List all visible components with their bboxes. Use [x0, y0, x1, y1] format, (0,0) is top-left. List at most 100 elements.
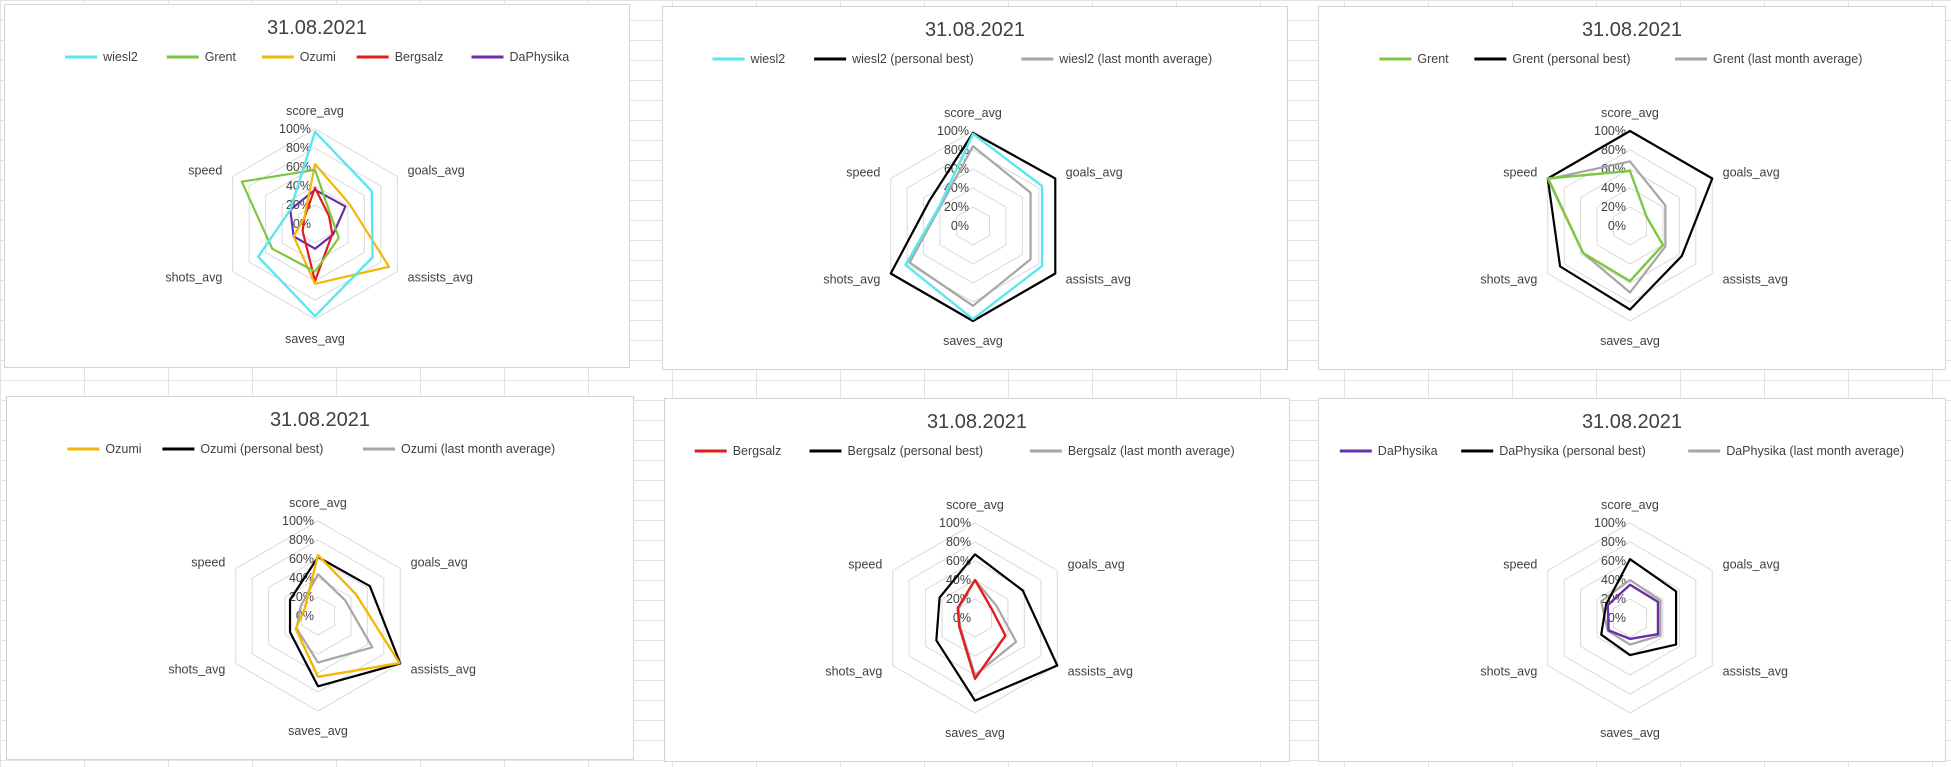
legend-label: Grent (personal best) — [1512, 52, 1630, 66]
legend-label: wiesl2 (personal best) — [851, 52, 974, 66]
tick-label: 0% — [951, 219, 969, 233]
legend-item-grent: Grent — [1379, 52, 1449, 66]
axis-label-goals-avg: goals_avg — [411, 556, 468, 570]
tick-label: 100% — [937, 124, 969, 138]
series-line-bergsalz — [956, 578, 1007, 680]
axis-label-saves-avg: saves_avg — [943, 334, 1003, 348]
tick-label: 0% — [953, 611, 971, 625]
grid-ring — [941, 579, 1009, 657]
legend-item-bergsalz: Bergsalz — [356, 50, 444, 64]
grid-ring — [1547, 522, 1713, 714]
series-line-ozumi — [292, 163, 391, 285]
series-line-ozumi-last-month-average — [295, 573, 374, 664]
chart-title: 31.08.2021 — [1582, 411, 1682, 433]
axis-label-assists-avg: assists_avg — [408, 271, 473, 285]
legend-item-ozumi-last-month-average: Ozumi (last month average) — [363, 442, 555, 456]
grid-ring — [923, 168, 1023, 284]
axis-label-saves-avg: saves_avg — [1600, 726, 1660, 740]
legend-label: Grent (last month average) — [1713, 52, 1862, 66]
axis-label-shots-avg: shots_avg — [168, 663, 225, 677]
legend-item-ozumi: Ozumi — [67, 442, 142, 456]
grid-ring — [235, 520, 401, 712]
grid-ring — [925, 560, 1025, 676]
axis-label-shots-avg: shots_avg — [165, 271, 222, 285]
grid-ring — [906, 149, 1040, 303]
tick-label: 60% — [1601, 554, 1626, 568]
tick-label: 100% — [1594, 124, 1626, 138]
axis-label-speed: speed — [1503, 166, 1537, 180]
grid-ring — [251, 539, 385, 693]
chart-title: 31.08.2021 — [1582, 19, 1682, 41]
grid-ring — [284, 577, 352, 655]
legend-item-ozumi-personal-best: Ozumi (personal best) — [162, 442, 323, 456]
series-line-daphysika — [1606, 583, 1660, 641]
tick-label: 100% — [939, 516, 971, 530]
radar-chart-daphysika: 31.08.2021 DaPhysika DaPhysika (personal b… — [1318, 398, 1946, 762]
axis-label-assists-avg: assists_avg — [1066, 273, 1131, 287]
tick-label: 80% — [946, 535, 971, 549]
axis-label-speed: speed — [1503, 558, 1537, 572]
axis-label-score-avg: score_avg — [286, 104, 344, 118]
grid-ring — [956, 206, 990, 246]
series-line-grent — [240, 168, 340, 273]
axis-label-saves-avg: saves_avg — [1600, 334, 1660, 348]
tick-label: 80% — [1601, 535, 1626, 549]
legend-label: Bergsalz — [395, 50, 444, 64]
chart-title: 31.08.2021 — [927, 411, 1027, 433]
tick-label: 80% — [286, 141, 311, 155]
grid-ring — [232, 128, 398, 320]
legend-label: Grent — [1417, 52, 1449, 66]
axis-label-goals-avg: goals_avg — [1723, 558, 1780, 572]
grid-ring — [908, 541, 1042, 695]
axis-label-assists-avg: assists_avg — [411, 663, 476, 677]
series-line-daphysika-personal-best — [1600, 558, 1678, 657]
axis-label-assists-avg: assists_avg — [1068, 665, 1133, 679]
legend-label: Ozumi — [105, 442, 141, 456]
legend-item-daphysika-personal-best: DaPhysika (personal best) — [1461, 444, 1646, 458]
legend-label: wiesl2 — [750, 52, 786, 66]
chart-title: 31.08.2021 — [925, 19, 1025, 41]
axis-label-shots-avg: shots_avg — [1480, 273, 1537, 287]
radar-chart-svg: 31.08.2021 Ozumi Ozumi (personal best) Ozum… — [67, 409, 555, 738]
legend-item-wiesl2: wiesl2 — [712, 52, 786, 66]
tick-label: 80% — [1601, 143, 1626, 157]
radar-chart-svg: 31.08.2021 Grent Grent (personal best) Gren… — [1379, 19, 1862, 348]
legend-label: DaPhysika — [1378, 444, 1438, 458]
grid-ring — [892, 522, 1058, 714]
chart-title: 31.08.2021 — [267, 17, 367, 39]
axis-label-speed: speed — [846, 166, 880, 180]
radar-chart-wiesl2: 31.08.2021 wiesl2 wiesl2 (personal best) wi… — [662, 6, 1288, 370]
axis-label-saves-avg: saves_avg — [945, 726, 1005, 740]
grid-ring — [1580, 168, 1680, 284]
legend-label: wiesl2 — [102, 50, 138, 64]
axis-label-score-avg: score_avg — [1601, 106, 1659, 120]
legend-label: Ozumi (personal best) — [200, 442, 323, 456]
legend-item-daphysika-last-month-average: DaPhysika (last month average) — [1688, 444, 1904, 458]
axis-label-score-avg: score_avg — [289, 496, 347, 510]
legend-item-daphysika: DaPhysika — [471, 50, 569, 64]
legend-item-grent-personal-best: Grent (personal best) — [1474, 52, 1631, 66]
series-line-wiesl2-personal-best — [889, 131, 1057, 323]
axis-label-assists-avg: assists_avg — [1723, 273, 1788, 287]
grid-ring — [1563, 149, 1697, 303]
tick-label: 40% — [1601, 181, 1626, 195]
tick-label: 100% — [279, 122, 311, 136]
legend-item-wiesl2-personal-best: wiesl2 (personal best) — [814, 52, 974, 66]
grid-ring — [1563, 541, 1697, 695]
series-line-wiesl2 — [904, 132, 1044, 321]
axis-label-saves-avg: saves_avg — [288, 724, 348, 738]
legend-item-ozumi: Ozumi — [261, 50, 336, 64]
grid-ring — [1580, 560, 1680, 676]
axis-label-assists-avg: assists_avg — [1723, 665, 1788, 679]
legend-label: wiesl2 (last month average) — [1058, 52, 1212, 66]
axis-label-score-avg: score_avg — [946, 498, 1004, 512]
legend-label: DaPhysika (last month average) — [1726, 444, 1904, 458]
tick-label: 80% — [289, 533, 314, 547]
radar-chart-all-players: 31.08.2021 wiesl2 Grent Ozumi Bergsalz DaPhys… — [4, 4, 630, 368]
axis-label-shots-avg: shots_avg — [825, 665, 882, 679]
tick-label: 0% — [1608, 611, 1626, 625]
radar-chart-grent: 31.08.2021 Grent Grent (personal best) Gren… — [1318, 6, 1946, 370]
axis-label-score-avg: score_avg — [944, 106, 1002, 120]
grid-ring — [248, 147, 382, 301]
series-line-bergsalz-personal-best — [935, 553, 1059, 702]
